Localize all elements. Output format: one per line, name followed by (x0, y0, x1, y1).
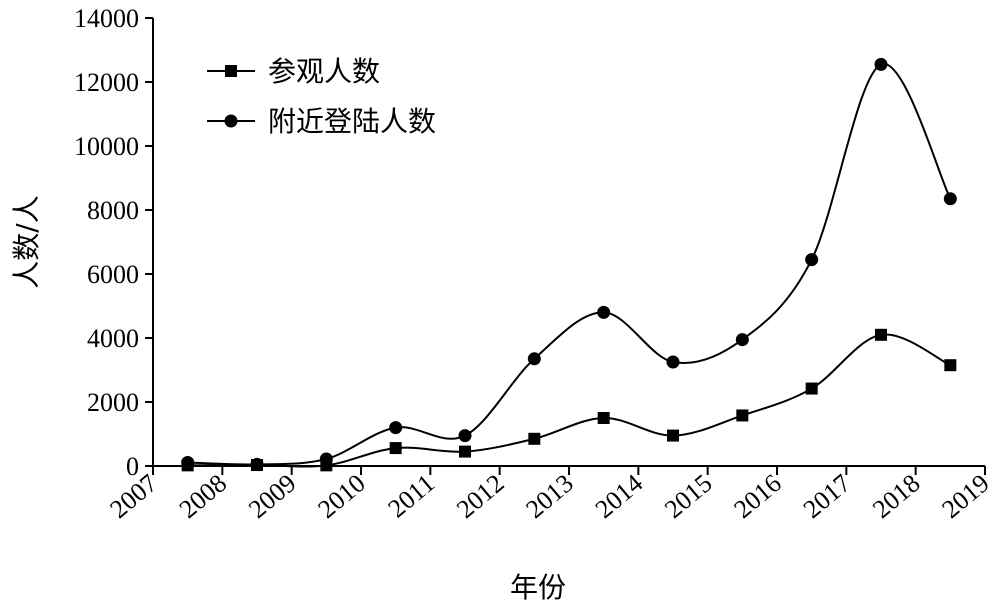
x-tick-label: 2011 (382, 468, 440, 523)
legend-label: 附近登陆人数 (268, 105, 436, 138)
data-point-circle (805, 253, 819, 267)
data-point-circle (943, 192, 957, 206)
legend-marker-square (225, 65, 237, 77)
data-point-circle (666, 355, 680, 369)
y-tick-label: 14000 (74, 4, 139, 33)
data-point-circle (874, 57, 888, 71)
x-tick-label: 2018 (867, 468, 925, 524)
y-tick-label: 12000 (74, 68, 139, 97)
x-tick-label: 2008 (174, 468, 232, 524)
data-point-square (528, 432, 541, 445)
data-point-square (459, 445, 471, 458)
y-tick-label: 10000 (74, 132, 139, 161)
x-tick-label: 2015 (659, 468, 717, 524)
x-tick-label: 2016 (728, 468, 786, 524)
y-tick-label: 4000 (87, 324, 139, 353)
x-tick-label: 2012 (451, 468, 509, 524)
series-layer (181, 57, 957, 472)
legend-marker-circle (224, 114, 238, 128)
y-tick-label: 0 (126, 452, 139, 481)
data-point-circle (319, 452, 333, 466)
data-point-square (667, 429, 679, 442)
x-axis-title: 年份 (510, 571, 566, 604)
data-point-circle (735, 333, 749, 347)
data-point-circle (458, 429, 472, 443)
x-tick-label: 2007 (104, 468, 162, 524)
data-point-square (389, 442, 402, 455)
data-point-square (944, 359, 957, 372)
x-tick-label: 2014 (590, 468, 648, 524)
data-point-circle (250, 457, 264, 471)
x-tick-label: 2017 (798, 468, 856, 524)
y-tick-label: 6000 (87, 260, 139, 289)
series-line-1 (187, 333, 951, 468)
data-point-circle (181, 455, 195, 469)
x-tick-label: 2010 (312, 468, 370, 524)
data-point-circle (527, 352, 541, 366)
y-tick-label: 8000 (87, 196, 139, 225)
y-axis-title: 人数/人 (10, 195, 43, 288)
data-point-square (597, 412, 610, 424)
y-tick-label: 2000 (87, 388, 139, 417)
data-point-square (736, 409, 749, 422)
data-point-circle (389, 421, 403, 435)
data-point-circle (597, 305, 611, 319)
x-tick-label: 2009 (243, 468, 301, 524)
data-point-square (875, 328, 887, 341)
data-point-square (805, 382, 818, 395)
x-axis: 2007 2008 2009 2010 2011 2012 2013 2014 2015 2016… (104, 465, 995, 524)
x-tick-label: 2019 (936, 468, 994, 524)
y-axis: 0 2000 4000 6000 8000 10000 12000 14000 (74, 4, 154, 481)
legend-label: 参观人数 (268, 55, 380, 88)
x-tick-label: 2013 (520, 468, 578, 524)
